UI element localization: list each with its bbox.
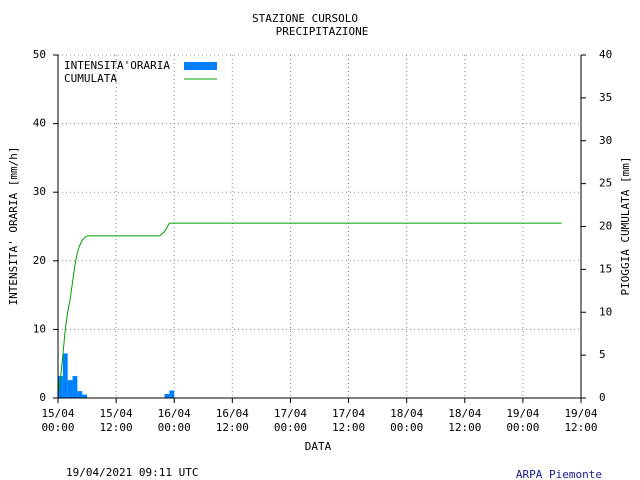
y-tick-label: 30 [33, 185, 46, 198]
x-tick-label: 16/04 00:00 [157, 407, 191, 434]
y-axis-label: INTENSITA' ORARIA [mm/h] [7, 147, 20, 306]
x-tick-label: 18/04 00:00 [390, 407, 424, 434]
x-tick-label: 15/04 00:00 [41, 407, 75, 434]
bar [72, 376, 78, 398]
x-tick-label: 17/04 00:00 [273, 407, 307, 434]
chart-subtitle: PRECIPITAZIONE [276, 25, 369, 38]
bar [82, 394, 88, 398]
x-axis-label: DATA [305, 440, 332, 453]
x-tick-label: 19/04 00:00 [506, 407, 540, 434]
y-tick-label: 40 [33, 117, 46, 130]
bar [77, 391, 83, 398]
y2-tick-label: 15 [599, 262, 612, 275]
y-tick-label: 50 [33, 48, 46, 61]
y2-tick-label: 10 [599, 305, 612, 318]
footer-credit: ARPA Piemonte [516, 468, 602, 480]
y-tick-label: 0 [39, 391, 46, 404]
bar [169, 390, 175, 398]
x-tick-label: 15/04 12:00 [99, 407, 133, 434]
bar [62, 353, 68, 398]
bar [164, 393, 170, 398]
y2-tick-label: 35 [599, 91, 612, 104]
bar [58, 376, 63, 398]
y2-tick-label: 0 [599, 391, 606, 404]
cumulative-line [57, 222, 562, 394]
y2-tick-label: 25 [599, 177, 612, 190]
y-tick-label: 10 [33, 322, 46, 335]
legend-swatch [184, 62, 217, 70]
y2-tick-label: 40 [599, 48, 612, 61]
x-tick-label: 17/04 12:00 [331, 407, 366, 434]
legend-label: INTENSITA'ORARIA [64, 59, 170, 72]
y2-tick-label: 20 [599, 220, 612, 233]
x-tick-label: 19/04 12:00 [564, 407, 598, 434]
x-tick-label: 18/04 12:00 [448, 407, 482, 434]
y-tick-label: 20 [33, 254, 46, 267]
y2-tick-label: 5 [599, 348, 606, 361]
legend-label: CUMULATA [64, 72, 117, 85]
chart-title: STAZIONE CURSOLO [252, 12, 358, 25]
bar [67, 380, 73, 398]
y2-axis-label: PIOGGIA CUMULATA [mm] [619, 156, 632, 295]
y2-tick-label: 30 [599, 134, 612, 147]
footer-date: 19/04/2021 09:11 UTC [66, 466, 198, 479]
x-tick-label: 16/04 12:00 [215, 407, 249, 434]
